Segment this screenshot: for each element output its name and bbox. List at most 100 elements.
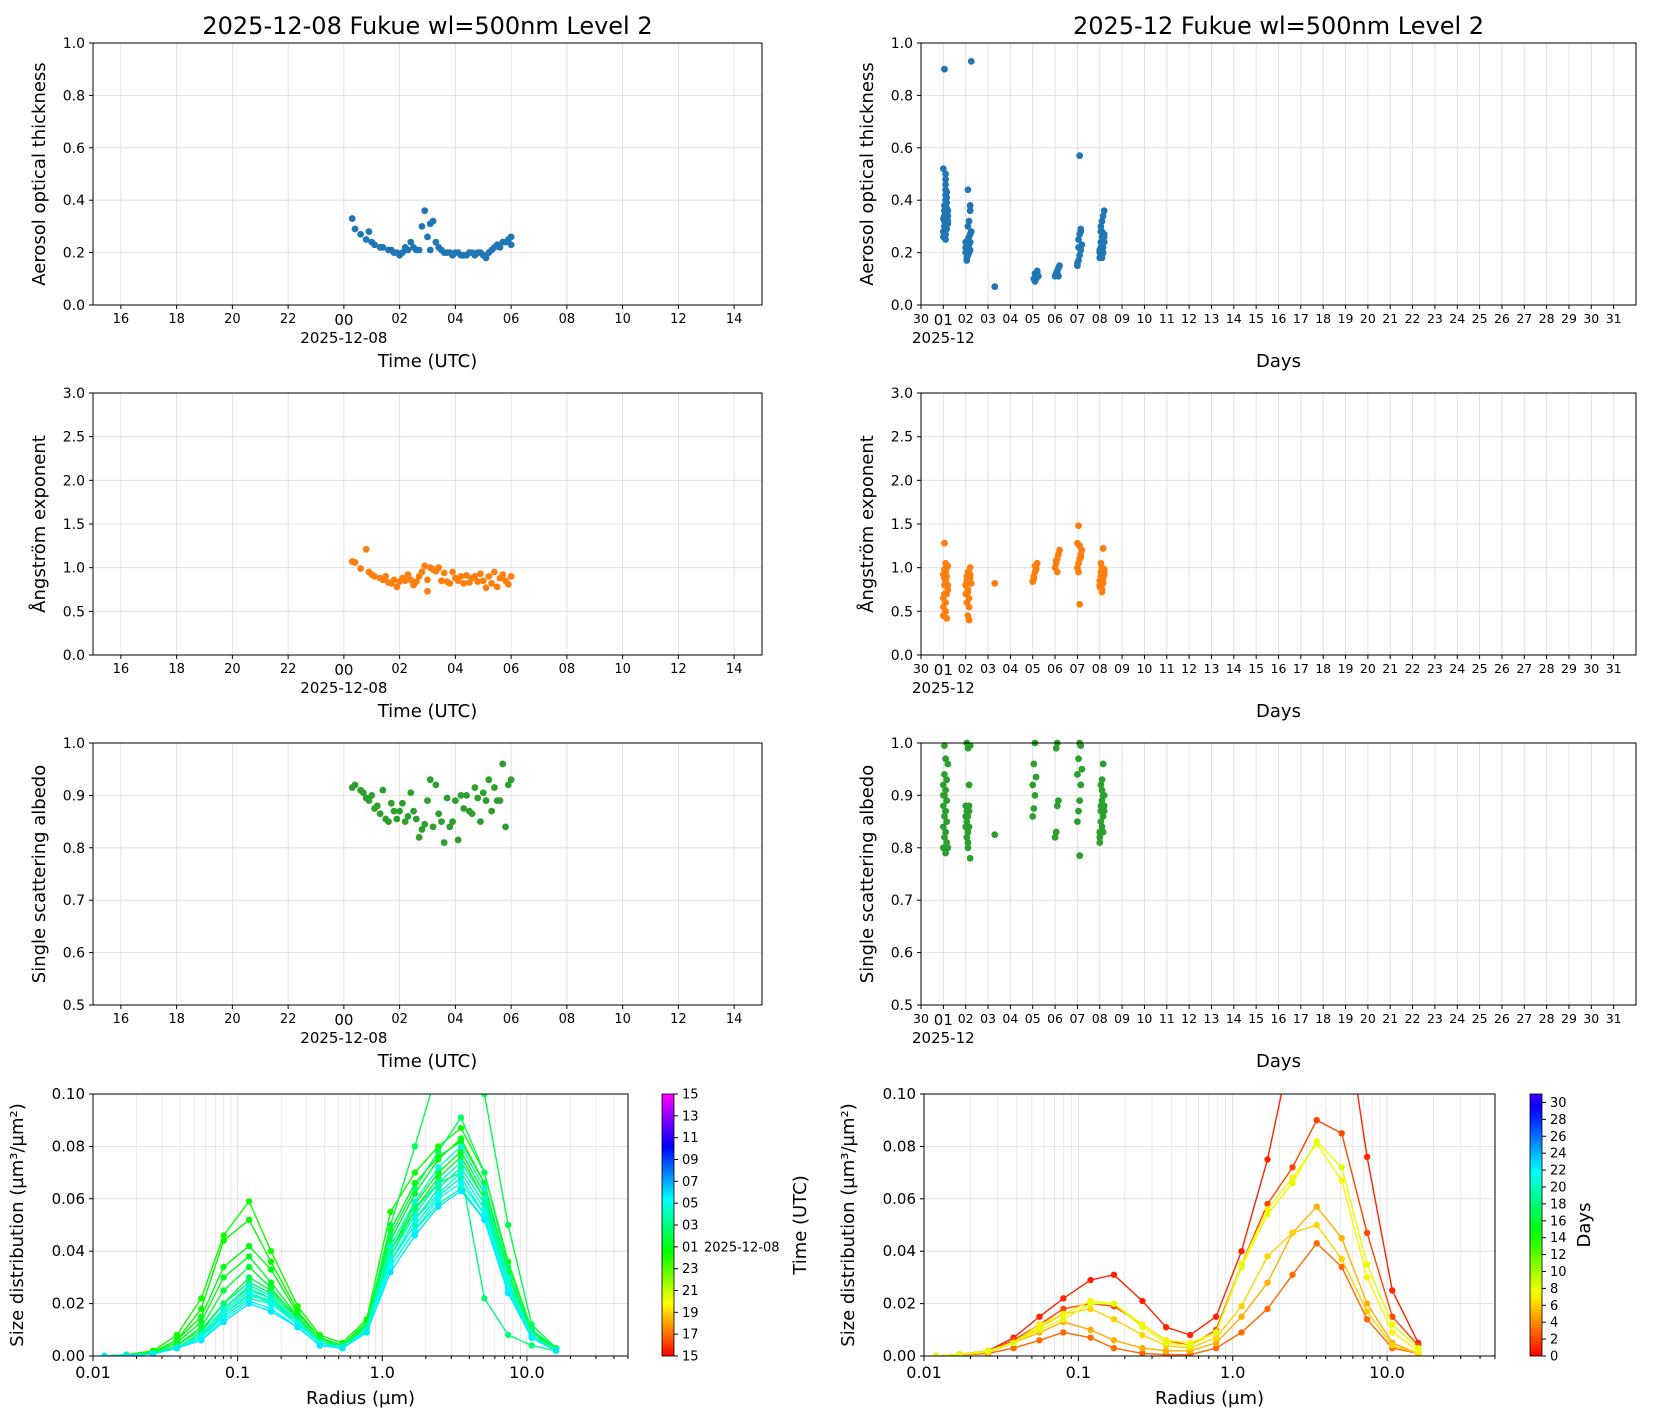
data-point: [435, 810, 443, 818]
series-point: [1162, 1339, 1170, 1347]
data-point: [404, 246, 412, 254]
colorbar-tick-label: 13: [682, 1109, 699, 1124]
data-point: [965, 781, 973, 789]
series-line: [936, 1094, 1419, 1356]
data-point: [1075, 568, 1082, 576]
x-tick-label: 11: [1159, 661, 1175, 676]
data-point: [446, 579, 454, 587]
x-tick-label: 22: [1405, 1011, 1421, 1026]
data-point: [504, 580, 512, 588]
x-tick-label: 06: [503, 662, 520, 677]
series-point: [1338, 1234, 1345, 1242]
x-tick-label: 15: [1248, 661, 1264, 676]
series-point: [1289, 1229, 1296, 1237]
data-point: [939, 802, 947, 810]
y-tick-label: 0.8: [891, 841, 913, 857]
data-point: [943, 199, 951, 207]
series-point: [435, 1169, 442, 1176]
series-point: [504, 1263, 512, 1271]
x-tick-label: 20: [1360, 311, 1376, 326]
data-point: [426, 776, 434, 784]
series-point: [1389, 1321, 1396, 1328]
monthly-size-distribution-panel: 0.01 0.1 1.0 10.0 0.00 0.02 0.04 0.06 0.08 0.10 Ra…: [838, 1085, 1496, 1409]
y-axis-label: Ångström exponent: [856, 435, 878, 613]
series-point: [220, 1310, 227, 1318]
plot-frame: [923, 1093, 1496, 1357]
y-axis-label: Single scattering albedo: [29, 765, 50, 983]
x-tick-label: 29: [1561, 311, 1577, 326]
x-offset-label: 2025-12-08: [300, 1029, 387, 1047]
x-tick-label: 04: [1002, 311, 1018, 326]
data-point: [943, 818, 951, 825]
series-point: [1162, 1323, 1170, 1331]
y-tick-label: 2.5: [891, 430, 913, 446]
series-point: [387, 1208, 394, 1216]
series-point: [387, 1242, 394, 1250]
series-point: [1264, 1305, 1271, 1313]
x-tick-label: 10.0: [509, 1363, 545, 1382]
series-point: [435, 1179, 442, 1187]
colorbar-tick-label: 4: [1550, 1316, 1558, 1331]
data-point: [964, 812, 972, 820]
data-point: [1097, 818, 1105, 825]
series-point: [1212, 1313, 1220, 1320]
x-tick-label: 30: [1583, 1011, 1599, 1026]
plot-frame: [92, 42, 763, 306]
data-point: [373, 802, 381, 810]
series-point: [1060, 1316, 1067, 1323]
data-point: [1096, 833, 1104, 841]
data-point: [1098, 797, 1106, 805]
series-point: [1313, 1240, 1320, 1247]
x-tick-label: 02: [958, 311, 974, 326]
series-point: [1313, 1221, 1320, 1229]
colorbar-label: Time (UTC): [790, 1175, 811, 1276]
x-tick-label: 08: [559, 312, 576, 327]
data-point: [944, 562, 952, 570]
monthly-aot-panel: 30 01 02 03 04 05 06 07 08 09 10 11 12 13 14 15 16 17 18 19…: [857, 12, 1637, 372]
x-tick-label: 04: [447, 312, 464, 327]
colorbar-tick-label: 16: [1550, 1214, 1567, 1229]
data-point: [942, 181, 949, 188]
data-point: [1032, 566, 1040, 573]
data-point: [944, 220, 952, 228]
series-point: [245, 1289, 253, 1297]
series-point: [1389, 1287, 1396, 1294]
series-point: [220, 1263, 227, 1271]
data-point: [424, 797, 431, 805]
series-point: [1036, 1337, 1043, 1344]
data-point: [943, 590, 951, 598]
x-tick-label: 0.1: [1066, 1363, 1091, 1382]
data-point: [357, 565, 364, 572]
data-point: [457, 792, 465, 799]
data-point: [407, 576, 415, 584]
data-point: [440, 569, 448, 577]
x-tick-label: 14: [1226, 1011, 1242, 1026]
series-line: [936, 1142, 1419, 1356]
series-point: [481, 1185, 488, 1192]
series-point: [1060, 1310, 1067, 1318]
data-point: [1076, 251, 1084, 259]
y-tick-label: 0.08: [883, 1137, 916, 1155]
series-point: [220, 1318, 227, 1326]
y-tick-label: 1.0: [891, 736, 913, 752]
series-point: [933, 1352, 940, 1356]
series-point: [1212, 1344, 1220, 1352]
colorbar-tick-label: 28: [1550, 1113, 1567, 1128]
series-point: [528, 1334, 535, 1341]
x-axis-label: Days: [1256, 701, 1301, 722]
x-tick-label: 31: [1606, 661, 1622, 676]
series-point: [173, 1344, 181, 1352]
monthly-ssa-panel: 30 01 02 03 04 05 06 07 08 09 10 11 12 13 14 15 16 17 18 19…: [857, 736, 1637, 1072]
series-point: [1238, 1248, 1245, 1255]
series-point: [220, 1305, 227, 1313]
series-point: [1338, 1164, 1345, 1171]
x-tick-label: 12: [670, 312, 687, 327]
x-tick-label: 18: [168, 1012, 185, 1027]
data-point: [1030, 805, 1038, 812]
data-point: [1098, 254, 1106, 262]
x-tick-label: 23: [1427, 311, 1443, 326]
colorbar-label: Days: [1574, 1203, 1595, 1248]
series-point: [1110, 1271, 1118, 1278]
series-point: [267, 1248, 275, 1255]
